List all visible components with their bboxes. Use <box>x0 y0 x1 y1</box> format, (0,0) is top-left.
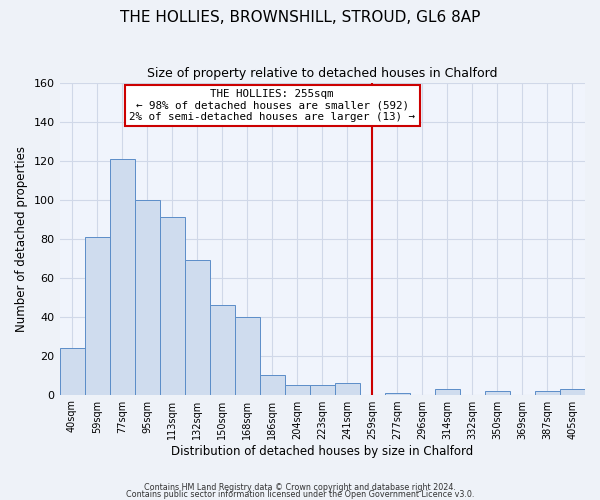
Bar <box>310 385 335 394</box>
Bar <box>335 383 360 394</box>
Text: THE HOLLIES: 255sqm
← 98% of detached houses are smaller (592)
2% of semi-detach: THE HOLLIES: 255sqm ← 98% of detached ho… <box>129 89 415 122</box>
Bar <box>110 159 134 394</box>
Y-axis label: Number of detached properties: Number of detached properties <box>15 146 28 332</box>
X-axis label: Distribution of detached houses by size in Chalford: Distribution of detached houses by size … <box>171 444 473 458</box>
Bar <box>285 385 310 394</box>
Bar <box>209 305 235 394</box>
Bar <box>160 218 185 394</box>
Bar <box>59 348 85 395</box>
Bar <box>435 388 460 394</box>
Text: Contains HM Land Registry data © Crown copyright and database right 2024.: Contains HM Land Registry data © Crown c… <box>144 484 456 492</box>
Bar <box>185 260 209 394</box>
Text: Contains public sector information licensed under the Open Government Licence v3: Contains public sector information licen… <box>126 490 474 499</box>
Bar <box>260 375 285 394</box>
Bar <box>485 390 510 394</box>
Bar <box>235 316 260 394</box>
Bar <box>134 200 160 394</box>
Title: Size of property relative to detached houses in Chalford: Size of property relative to detached ho… <box>147 68 497 80</box>
Bar <box>85 237 110 394</box>
Bar <box>560 388 585 394</box>
Bar <box>535 390 560 394</box>
Text: THE HOLLIES, BROWNSHILL, STROUD, GL6 8AP: THE HOLLIES, BROWNSHILL, STROUD, GL6 8AP <box>120 10 480 25</box>
Bar <box>385 392 410 394</box>
